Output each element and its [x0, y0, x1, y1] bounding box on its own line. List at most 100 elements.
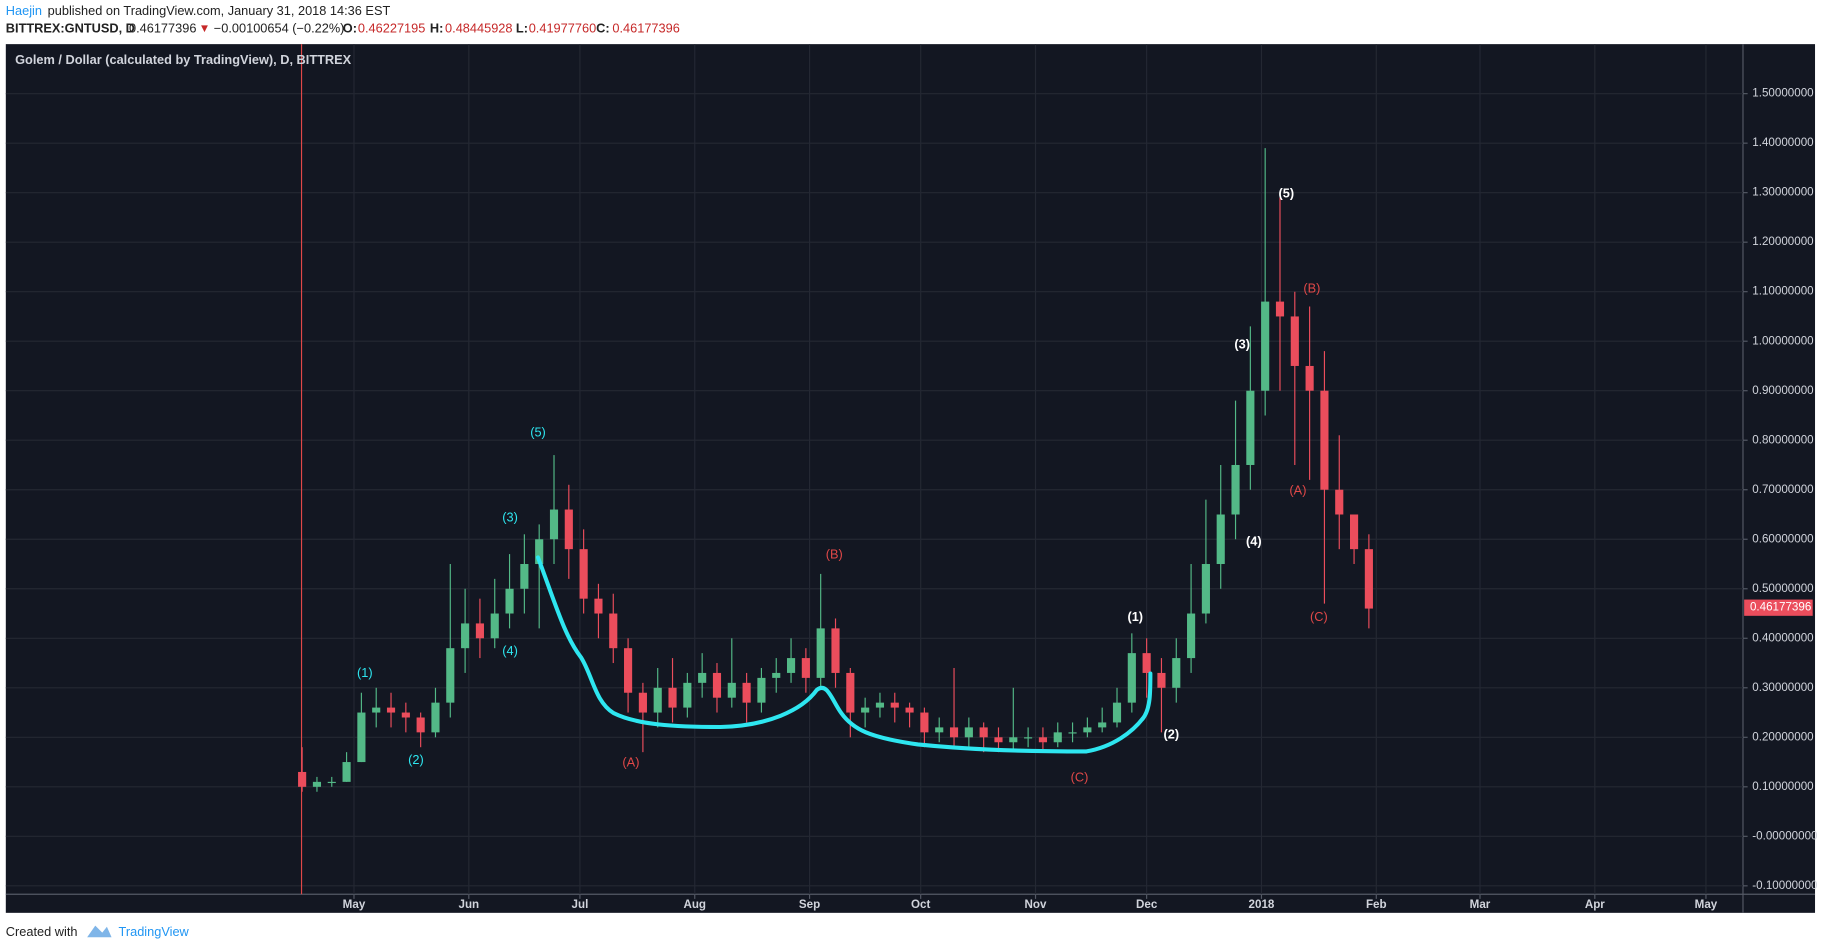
candle-body — [1246, 390, 1255, 465]
down-arrow: ▼ — [199, 22, 211, 35]
published-info: published on TradingView.com, January 31… — [48, 3, 391, 18]
candle-body — [742, 682, 751, 703]
wave-label: (1) — [1127, 609, 1143, 624]
labels: -0.10000000 -0.00000000 0.10000000 0.200000… — [343, 87, 1818, 911]
footer-brand[interactable]: TradingView — [119, 924, 190, 939]
candle-body — [298, 771, 307, 787]
candle-body — [372, 707, 381, 713]
candle-body — [1038, 737, 1047, 743]
candle-body — [357, 712, 366, 763]
chart-title: Golem / Dollar (calculated by TradingVie… — [15, 52, 352, 67]
candle-body — [594, 598, 603, 614]
candle-body — [905, 707, 914, 713]
wave-label: (A) — [1289, 483, 1306, 498]
candle-body — [1364, 549, 1373, 609]
candle-body — [653, 687, 662, 713]
candle-body — [1112, 702, 1122, 723]
wave-label: (2) — [408, 752, 424, 767]
y-tick-label: 0.30000000 — [1752, 681, 1813, 694]
candle-body — [505, 588, 514, 614]
candle-body — [461, 623, 470, 649]
candle-body — [327, 781, 336, 784]
candle-body — [786, 658, 796, 673]
candle-body — [1142, 653, 1151, 673]
y-tick-label: -0.00000000 — [1752, 829, 1817, 842]
x-tick-label: Jun — [458, 898, 479, 911]
candle-body — [1157, 672, 1166, 688]
candle-body — [846, 672, 855, 713]
y-tick-label: 1.00000000 — [1752, 334, 1813, 347]
candle-body — [1201, 564, 1210, 614]
y-tick-label: 0.60000000 — [1752, 532, 1813, 545]
candle-body — [431, 702, 440, 733]
low-value: 0.41977760 — [529, 20, 596, 35]
candle-body — [994, 737, 1003, 743]
x-tick-label: Jul — [572, 898, 589, 911]
candle-body — [1335, 489, 1344, 515]
x-tick-label: Nov — [1025, 898, 1047, 911]
wave-label: (B) — [1303, 281, 1320, 296]
y-tick-label: 1.30000000 — [1752, 186, 1813, 199]
wave-label: (4) — [502, 643, 518, 658]
candle-body — [920, 712, 929, 733]
change: −0.00100654 (−0.22%) — [214, 20, 345, 35]
candle-body — [1290, 316, 1299, 366]
y-tick-label: 1.20000000 — [1752, 235, 1813, 248]
candle-body — [875, 702, 885, 708]
candle-body — [549, 509, 559, 540]
candle-body — [979, 727, 988, 738]
y-tick-label: 0.90000000 — [1752, 384, 1813, 397]
author-link[interactable]: Haejin — [6, 3, 42, 18]
candle-body — [1024, 737, 1033, 739]
candle-body — [890, 702, 899, 708]
candle-body — [1305, 365, 1314, 391]
high-label: H: — [430, 20, 443, 35]
candle-body — [683, 682, 692, 708]
candle-body — [490, 613, 499, 639]
candle-body — [1083, 727, 1092, 733]
y-tick-label: 0.70000000 — [1752, 483, 1813, 496]
candle-body — [416, 717, 425, 733]
y-tick-label: 1.40000000 — [1752, 136, 1813, 149]
candle-body — [609, 613, 618, 649]
candle-body — [772, 672, 781, 678]
grid — [5, 44, 1743, 895]
open-value: 0.46227195 — [358, 20, 425, 35]
cup-drawing — [535, 555, 1153, 754]
candle-body — [386, 707, 396, 713]
y-tick-label: 0.50000000 — [1752, 582, 1813, 595]
candle-body — [1098, 722, 1107, 728]
y-tick-label: 1.50000000 — [1752, 87, 1813, 100]
candle-body — [535, 539, 544, 565]
wave-label: (3) — [502, 509, 518, 524]
candle-body — [727, 682, 736, 698]
tradingview-logo[interactable]: TradingView — [87, 924, 190, 939]
candle-body — [1187, 613, 1196, 659]
candle-body — [1231, 464, 1240, 515]
y-tick-label: 1.10000000 — [1752, 285, 1813, 298]
candle-body — [1261, 301, 1270, 391]
wave-label: (2) — [1163, 727, 1179, 742]
candle-body — [1053, 732, 1062, 743]
y-tick-label: -0.10000000 — [1752, 879, 1817, 892]
x-tick-label: Feb — [1366, 898, 1387, 911]
candle-body — [831, 628, 840, 673]
candle-body — [1275, 301, 1285, 317]
candle-body — [475, 623, 484, 639]
candle-body — [1068, 732, 1077, 734]
candle-body — [1216, 514, 1225, 565]
candle-body — [579, 549, 588, 599]
x-tick-label: May — [343, 898, 366, 911]
candle-body — [342, 762, 351, 782]
x-tick-label: Apr — [1585, 898, 1605, 911]
candle-body — [935, 727, 944, 733]
candles — [298, 148, 1373, 792]
last-price-label: 0.46177396 — [1750, 601, 1811, 614]
wave-label: (B) — [826, 547, 843, 562]
symbol-info: BITTREX:GNTUSD, D 0.46177396 ▼ −0.001006… — [6, 20, 680, 35]
wave-label: (5) — [1279, 185, 1295, 200]
candle-body — [564, 509, 573, 550]
x-tick-label: May — [1695, 898, 1718, 911]
